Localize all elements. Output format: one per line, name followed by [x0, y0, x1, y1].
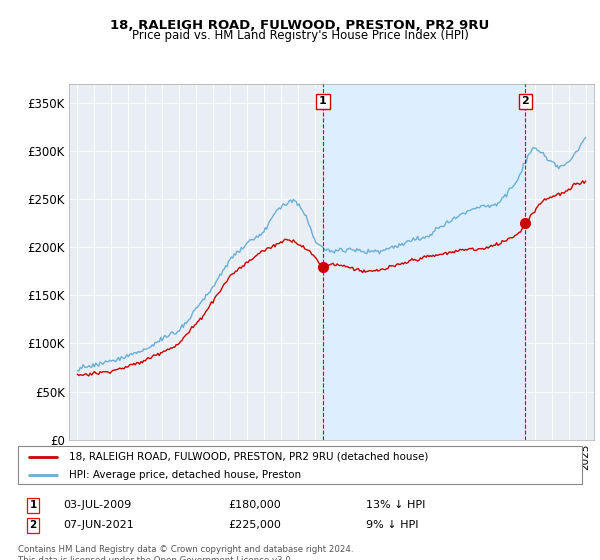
Text: 9% ↓ HPI: 9% ↓ HPI: [366, 520, 419, 530]
FancyBboxPatch shape: [18, 446, 582, 484]
Bar: [323, 84, 526, 440]
Text: 18, RALEIGH ROAD, FULWOOD, PRESTON, PR2 9RU: 18, RALEIGH ROAD, FULWOOD, PRESTON, PR2 …: [110, 19, 490, 32]
Text: 13% ↓ HPI: 13% ↓ HPI: [366, 500, 425, 510]
Text: 07-JUN-2021: 07-JUN-2021: [63, 520, 134, 530]
Text: Contains HM Land Registry data © Crown copyright and database right 2024.
This d: Contains HM Land Registry data © Crown c…: [18, 545, 353, 560]
Text: 18, RALEIGH ROAD, FULWOOD, PRESTON, PR2 9RU (detached house): 18, RALEIGH ROAD, FULWOOD, PRESTON, PR2 …: [69, 452, 428, 462]
Text: Price paid vs. HM Land Registry's House Price Index (HPI): Price paid vs. HM Land Registry's House …: [131, 29, 469, 42]
Text: 2: 2: [521, 96, 529, 106]
Text: £225,000: £225,000: [228, 520, 281, 530]
Text: HPI: Average price, detached house, Preston: HPI: Average price, detached house, Pres…: [69, 470, 301, 480]
Text: 1: 1: [29, 500, 37, 510]
Text: £180,000: £180,000: [228, 500, 281, 510]
Text: 2: 2: [29, 520, 37, 530]
Text: 03-JUL-2009: 03-JUL-2009: [63, 500, 131, 510]
Text: 1: 1: [319, 96, 327, 106]
